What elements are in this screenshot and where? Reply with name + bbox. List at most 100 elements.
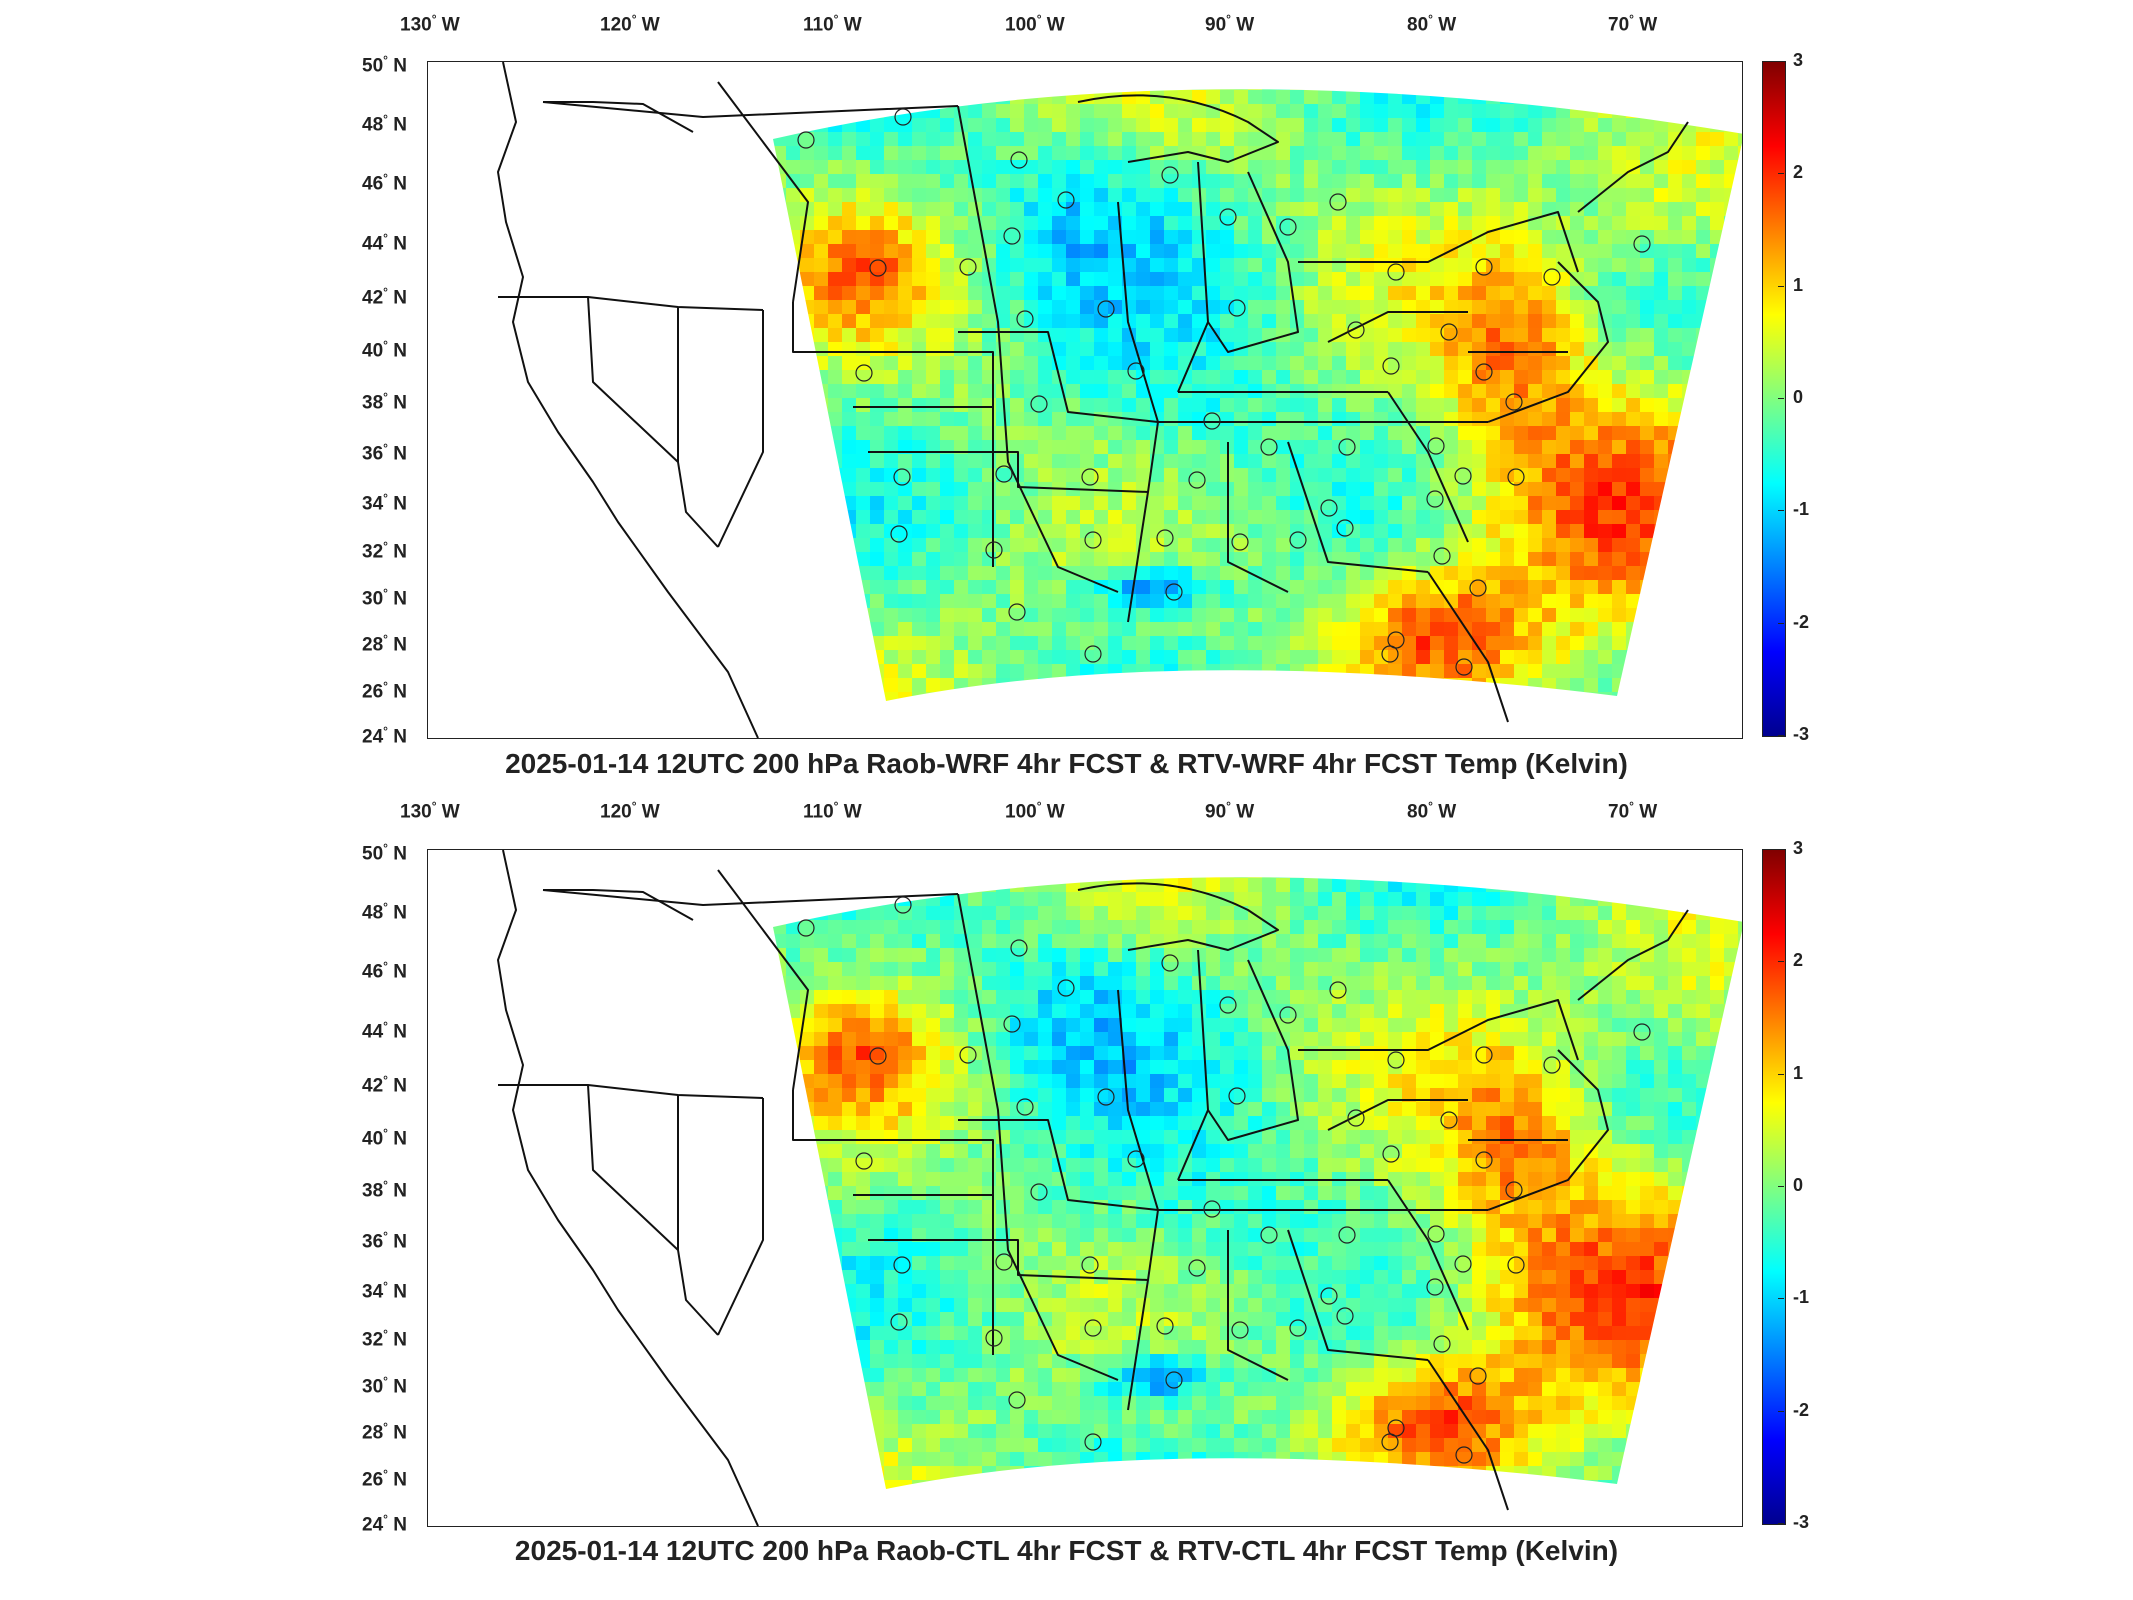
lat-value: 42 — [362, 1075, 384, 1097]
raob-station-circle — [1081, 468, 1099, 486]
lat-label: 50° N — [362, 841, 407, 865]
lon-dir: W — [1639, 801, 1658, 823]
raob-station-circle — [1347, 1109, 1365, 1127]
lat-dir: N — [393, 287, 407, 309]
lat-value: 30 — [362, 1376, 384, 1398]
lat-value: 38 — [362, 392, 384, 414]
lat-dir: N — [393, 114, 407, 136]
lat-dir: N — [393, 1128, 407, 1150]
lat-value: 34 — [362, 493, 384, 515]
colorbar-tick-mark — [1778, 1298, 1784, 1300]
colorbar-tick-mark — [1778, 622, 1784, 624]
map-plot-area — [427, 61, 1743, 739]
raob-station-circle — [1127, 1150, 1145, 1168]
raob-station-circle — [1219, 996, 1237, 1014]
raob-station-circle — [1003, 227, 1021, 245]
colorbar-tick-label: -3 — [1793, 724, 1810, 744]
temperature-field — [773, 89, 1742, 702]
lat-value: 26 — [362, 681, 384, 703]
lon-dir: W — [441, 801, 460, 823]
raob-station-circle — [1382, 1145, 1400, 1163]
lon-dir: W — [1438, 801, 1457, 823]
lat-label: 24° N — [362, 724, 407, 748]
raob-station-circle — [1188, 471, 1206, 489]
raob-station-circle — [1426, 1278, 1444, 1296]
colorbar-tick-mark — [1778, 285, 1784, 287]
lat-label: 38° N — [362, 390, 407, 414]
raob-station-circle — [1203, 412, 1221, 430]
raob-station-circle — [855, 364, 873, 382]
raob-station-circle — [1097, 1088, 1115, 1106]
raob-station-circle — [1219, 208, 1237, 226]
lat-label: 34° N — [362, 491, 407, 515]
colorbar-tick-label: -1 — [1793, 1287, 1810, 1308]
lat-dir: N — [393, 340, 407, 362]
lon-dir: W — [441, 14, 460, 36]
raob-station-circle — [1084, 1433, 1102, 1451]
raob-station-circle — [1057, 191, 1075, 209]
raob-station-circle — [1455, 658, 1473, 676]
raob-station-circle — [1469, 579, 1487, 597]
lat-value: 24 — [362, 726, 384, 748]
colorbar-tick-mark — [1778, 398, 1784, 399]
lon-label: 100° W — [1005, 799, 1065, 823]
temperature-difference-map — [497, 850, 1742, 1526]
raob-station-circle — [1010, 151, 1028, 169]
raob-station-circle — [1387, 263, 1405, 281]
lat-dir: N — [393, 233, 407, 255]
lat-label: 24° N — [362, 1512, 407, 1536]
raob-station-circle — [1440, 323, 1458, 341]
raob-station-circle — [1387, 1051, 1405, 1069]
lon-value: 120 — [600, 14, 632, 36]
lat-label: 32° N — [362, 539, 407, 563]
raob-station-circle — [1329, 981, 1347, 999]
temperature-field — [773, 877, 1742, 1490]
lat-label: 32° N — [362, 1327, 407, 1351]
lon-value: 90 — [1205, 801, 1227, 823]
colorbar-tick-mark — [1778, 961, 1784, 963]
lat-value: 46 — [362, 961, 384, 983]
lon-value: 80 — [1407, 801, 1429, 823]
raob-station-circle — [1289, 531, 1307, 549]
raob-station-circle — [1008, 1391, 1026, 1409]
lat-dir: N — [393, 1376, 407, 1398]
raob-station-circle — [995, 465, 1013, 483]
raob-station-circle — [1231, 533, 1249, 551]
lon-label: 90° W — [1205, 12, 1255, 36]
lat-value: 50 — [362, 843, 384, 865]
raob-station-circle — [985, 541, 1003, 559]
colorbar-tick-label: -1 — [1793, 499, 1810, 520]
lon-label: 70° W — [1608, 799, 1658, 823]
lat-label: 26° N — [362, 679, 407, 703]
lon-label: 90° W — [1205, 799, 1255, 823]
lat-dir: N — [393, 173, 407, 195]
lat-label: 44° N — [362, 231, 407, 255]
raob-station-circle — [1455, 1446, 1473, 1464]
lat-label: 44° N — [362, 1019, 407, 1043]
lat-value: 28 — [362, 1422, 384, 1444]
lon-label: 120° W — [600, 12, 660, 36]
lat-value: 36 — [362, 1231, 384, 1253]
raob-station-circle — [1279, 1006, 1297, 1024]
lat-value: 30 — [362, 588, 384, 610]
lat-value: 38 — [362, 1180, 384, 1202]
lon-value: 130 — [400, 801, 432, 823]
raob-station-circle — [1289, 1319, 1307, 1337]
raob-station-circle — [1084, 645, 1102, 663]
colorbar-tick-mark — [1778, 1073, 1784, 1075]
lat-label: 40° N — [362, 1126, 407, 1150]
colorbar-tick-label: -2 — [1793, 1399, 1810, 1420]
boundary-lines — [497, 62, 1689, 738]
lat-dir: N — [393, 443, 407, 465]
lon-dir: W — [641, 14, 660, 36]
raob-station-circle — [1260, 438, 1278, 456]
lat-value: 32 — [362, 1329, 384, 1351]
raob-station-circle — [890, 525, 908, 543]
raob-station-circle — [797, 919, 815, 937]
lat-dir: N — [393, 634, 407, 656]
lon-dir: W — [1236, 14, 1255, 36]
lat-value: 36 — [362, 443, 384, 465]
lat-label: 34° N — [362, 1279, 407, 1303]
raob-station-circle — [959, 1046, 977, 1064]
lat-value: 50 — [362, 55, 384, 77]
